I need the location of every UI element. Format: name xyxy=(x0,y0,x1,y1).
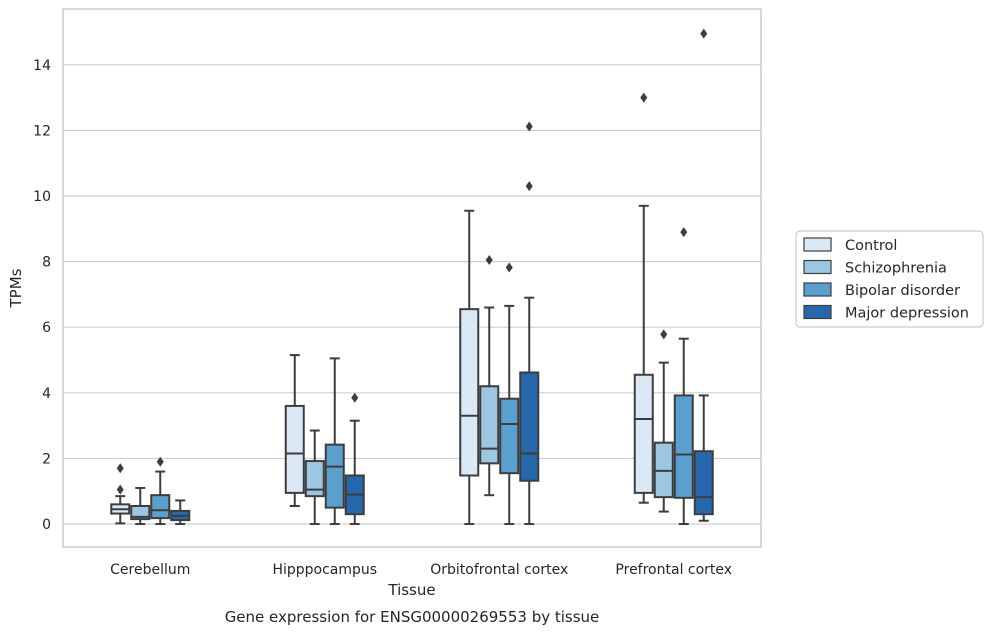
iqr-box xyxy=(324,443,345,509)
y-tick-label: 4 xyxy=(42,386,51,402)
iqr-box xyxy=(479,385,500,465)
box-group xyxy=(519,121,540,526)
legend-swatch xyxy=(803,237,832,252)
x-tick-label: Prefrontal cortex xyxy=(615,562,732,578)
iqr-box xyxy=(693,450,714,516)
legend-label: Bipolar disorder xyxy=(845,283,960,299)
outlier-point xyxy=(525,121,533,132)
box-group xyxy=(499,262,520,526)
iqr-box xyxy=(673,394,694,499)
y-tick-label: 14 xyxy=(33,58,51,74)
outlier-point xyxy=(700,28,708,39)
box-group xyxy=(110,463,131,525)
x-axis-ticks: Cerebellum Hipppocampus Orbitofrontal cort… xyxy=(110,562,732,578)
box-group xyxy=(693,28,714,522)
box-group xyxy=(170,499,191,526)
legend-frame xyxy=(795,230,984,328)
box-group xyxy=(284,354,305,507)
outlier-point xyxy=(116,484,124,495)
outlier-point xyxy=(660,329,668,340)
box-group xyxy=(324,357,345,526)
y-axis-ticks: 0 2 4 6 8 10 12 14 xyxy=(33,58,51,533)
box-group xyxy=(150,456,171,526)
plot-frame xyxy=(62,8,762,548)
box-group xyxy=(673,227,694,526)
iqr-box xyxy=(304,460,325,498)
y-axis-label: TPMs xyxy=(7,268,25,308)
legend: Control Schizophrenia Bipolar disorder Majo… xyxy=(795,230,984,328)
legend-label: Major depression xyxy=(845,306,969,322)
outlier-point xyxy=(116,463,124,474)
outlier-point xyxy=(505,262,513,273)
outlier-point xyxy=(640,92,648,103)
figure-caption: Gene expression for ENSG00000269553 by t… xyxy=(225,608,600,626)
legend-swatch xyxy=(803,282,832,297)
legend-swatch xyxy=(803,259,832,275)
y-tick-label: 2 xyxy=(42,451,51,467)
iqr-box xyxy=(633,373,654,494)
box-layer xyxy=(110,28,714,526)
y-tick-label: 12 xyxy=(33,123,51,139)
outlier-point xyxy=(485,254,493,265)
outlier-point xyxy=(156,456,164,467)
iqr-box xyxy=(519,371,540,482)
box-group xyxy=(633,92,654,504)
legend-swatch xyxy=(803,304,832,320)
legend-label: Control xyxy=(845,238,897,254)
y-tick-label: 0 xyxy=(42,517,51,533)
gridlines xyxy=(63,64,761,525)
outlier-point xyxy=(351,392,359,403)
iqr-box xyxy=(499,397,520,475)
iqr-box xyxy=(459,308,480,477)
box-group xyxy=(304,429,325,526)
y-tick-label: 8 xyxy=(42,255,51,271)
box-group xyxy=(130,486,151,526)
outlier-point xyxy=(525,181,533,192)
y-tick-label: 10 xyxy=(33,189,51,205)
x-tick-label: Hipppocampus xyxy=(272,562,377,578)
box-group xyxy=(479,254,500,497)
x-axis-label: Tissue xyxy=(387,581,435,599)
iqr-box xyxy=(284,404,305,494)
box-group xyxy=(344,392,365,526)
outlier-point xyxy=(680,227,688,238)
iqr-box xyxy=(150,494,171,520)
x-tick-label: Cerebellum xyxy=(110,562,190,578)
box-group xyxy=(459,209,480,526)
y-tick-label: 6 xyxy=(42,320,51,336)
legend-label: Schizophrenia xyxy=(845,261,947,277)
x-tick-label: Orbitofrontal cortex xyxy=(430,562,568,578)
box-group xyxy=(653,329,674,513)
